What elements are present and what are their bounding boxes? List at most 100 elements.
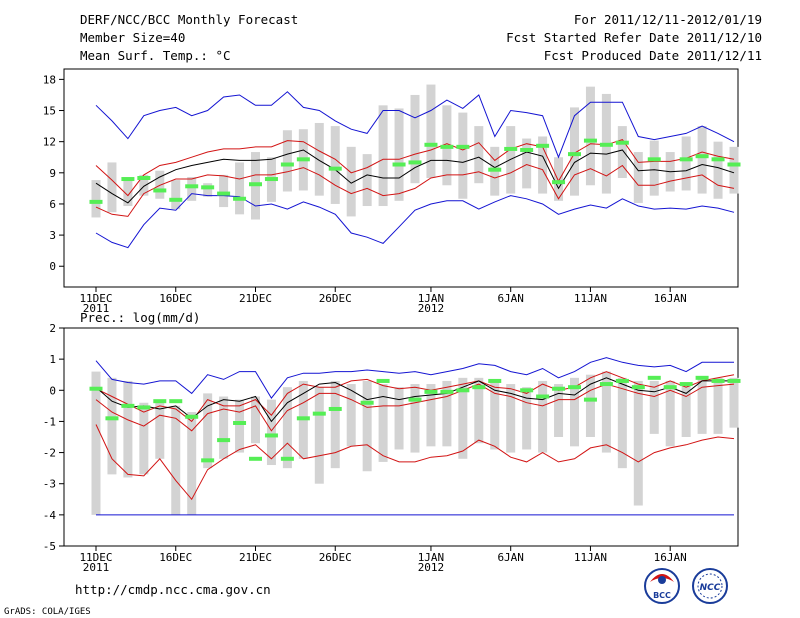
spread-bar	[474, 126, 484, 184]
y-tick-label: 0	[49, 384, 56, 397]
y-tick-label: -3	[43, 478, 56, 491]
spread-bar	[681, 136, 691, 191]
mean-line	[95, 149, 735, 204]
observed-marker	[647, 375, 661, 380]
y-tick-label: 12	[43, 136, 56, 149]
spread-bar	[585, 86, 595, 186]
header-left-line-2: Member Size=40	[80, 30, 185, 45]
ncc-logo: NCC	[692, 568, 728, 604]
y-tick-label: -2	[43, 447, 56, 460]
observed-marker	[568, 152, 581, 157]
spread-bar	[139, 174, 149, 196]
y-tick-label: 0	[49, 260, 56, 273]
spread-bar	[426, 84, 436, 178]
observed-marker	[105, 416, 119, 421]
observed-marker	[185, 184, 199, 189]
spread-bar	[538, 380, 548, 453]
y-tick-label: -5	[43, 540, 56, 553]
x-tick-label: 11JAN	[574, 292, 607, 305]
observed-marker	[520, 388, 534, 393]
x-tick-label: 21DEC	[239, 292, 272, 305]
spread-bar	[426, 384, 436, 447]
observed-marker	[599, 142, 613, 147]
bcc-logo-ring	[644, 568, 680, 604]
y-tick-label: -1	[43, 415, 56, 428]
observed-marker	[137, 176, 151, 180]
observed-marker	[631, 385, 645, 390]
x-tick-year-label: 2011	[83, 561, 110, 574]
observed-marker	[280, 162, 294, 167]
observed-marker	[424, 142, 438, 147]
spread-bar	[474, 377, 484, 444]
observed-marker	[711, 378, 725, 383]
spread-bar	[171, 180, 181, 210]
bcc-logo-text: BCC	[653, 591, 671, 600]
header-right-line-2: Fcst Started Refer Date 2011/12/10	[506, 30, 762, 45]
bcc-logo-dot	[658, 576, 666, 584]
spread-bar	[554, 157, 564, 201]
y-tick-label: 18	[43, 73, 56, 86]
spread-bar	[330, 380, 340, 469]
observed-marker	[599, 382, 613, 387]
observed-marker	[679, 157, 693, 162]
observed-marker	[121, 403, 135, 408]
spread-bar	[410, 384, 420, 453]
x-tick-label: 16DEC	[159, 292, 192, 305]
observed-marker	[456, 144, 470, 149]
x-tick-label: 11DEC	[79, 292, 112, 305]
spread-bar	[362, 154, 372, 207]
spread-bar	[187, 412, 197, 515]
spread-bar	[203, 393, 213, 469]
spread-bar	[235, 399, 245, 453]
spread-bar	[282, 387, 292, 469]
spread-bar	[187, 176, 197, 201]
observed-marker	[536, 394, 550, 399]
observed-marker	[552, 180, 566, 185]
spread-bar	[585, 374, 595, 437]
footer-credit: GrADS: COLA/IGES	[4, 607, 91, 617]
bcc-logo: BCC	[644, 568, 680, 604]
observed-marker	[440, 389, 454, 394]
spread-bar	[713, 141, 723, 199]
spread-bar	[697, 126, 707, 194]
spread-bar	[282, 130, 292, 192]
spread-bar	[506, 384, 516, 453]
x-tick-year-label: 2012	[418, 561, 445, 574]
x-tick-label: 1JAN	[418, 292, 445, 305]
upper-line	[95, 139, 735, 197]
observed-marker	[217, 438, 231, 443]
observed-marker	[488, 167, 502, 172]
observed-marker	[615, 378, 629, 383]
observed-marker	[647, 157, 661, 162]
spread-bar	[314, 387, 324, 484]
spread-bar	[139, 402, 149, 475]
observed-marker	[552, 386, 566, 391]
header-left-line-1: DERF/NCC/BCC Monthly Forecast	[80, 12, 298, 27]
observed-marker	[695, 375, 709, 380]
spread-bar	[458, 377, 468, 459]
spread-bar	[442, 380, 452, 447]
spread-bar	[538, 136, 548, 194]
spread-bar	[123, 178, 133, 207]
spread-bar	[649, 140, 659, 196]
observed-marker	[233, 420, 247, 425]
x-tick-label: 16DEC	[159, 551, 192, 564]
y-tick-label: 6	[49, 198, 56, 211]
observed-marker	[695, 154, 709, 159]
spread-bar	[155, 402, 165, 459]
observed-marker	[583, 397, 597, 402]
observed-marker	[153, 188, 167, 193]
spread-bar	[458, 112, 468, 199]
observed-marker	[249, 456, 262, 461]
observed-marker	[264, 177, 278, 182]
spread-bar	[155, 170, 165, 199]
y-tick-label: 3	[49, 229, 56, 242]
y-tick-label: 2	[49, 322, 56, 335]
observed-marker	[296, 416, 310, 421]
spread-bar	[617, 126, 627, 178]
spread-bar	[713, 377, 723, 434]
observed-marker	[663, 385, 677, 390]
x-tick-label: 16JAN	[654, 292, 687, 305]
footer-url[interactable]: http://cmdp.ncc.cma.gov.cn	[75, 582, 271, 597]
